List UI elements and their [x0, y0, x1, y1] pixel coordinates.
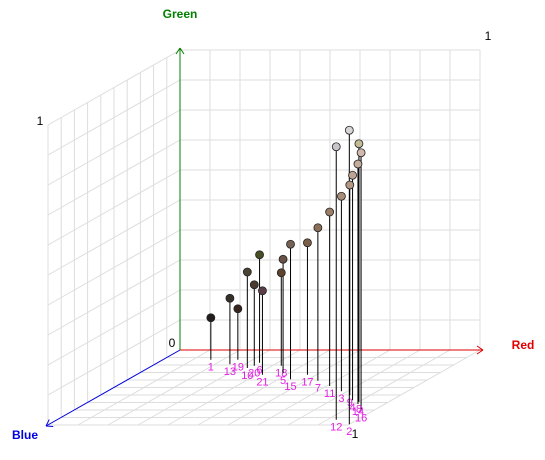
point — [354, 139, 364, 149]
x-axis-title: Red — [512, 338, 535, 352]
y-tick-label: 1 — [37, 114, 44, 128]
grid-line — [257, 349, 391, 426]
point-label: 17 — [301, 377, 313, 389]
y-axis-head — [175, 47, 181, 55]
point — [258, 286, 267, 296]
point — [313, 223, 323, 233]
point-label: 20 — [248, 368, 260, 380]
point — [206, 313, 216, 323]
point — [303, 238, 312, 248]
z-axis-head — [45, 425, 54, 428]
grid-line — [347, 349, 481, 426]
point-label: 2 — [346, 426, 352, 438]
point — [348, 170, 357, 180]
grid — [47, 49, 481, 426]
point — [331, 142, 341, 152]
point — [242, 267, 252, 277]
point-label: 3 — [338, 393, 344, 405]
point — [278, 254, 288, 264]
grid-line — [47, 139, 181, 216]
z-tick-label: 1 — [485, 29, 492, 43]
point — [345, 180, 355, 190]
grid-line — [227, 349, 361, 426]
point-label: 11 — [324, 388, 335, 400]
point-label: 16 — [355, 413, 367, 425]
point — [249, 280, 259, 290]
y-axis-title: Green — [163, 7, 198, 21]
point-label: 13 — [224, 366, 236, 378]
z-axis — [45, 349, 181, 427]
point-label: 15 — [284, 381, 296, 393]
point-label: 12 — [330, 422, 342, 434]
point-label: 7 — [315, 383, 321, 395]
grid-line — [47, 169, 181, 246]
point — [353, 159, 363, 169]
z-axis-title: Blue — [12, 428, 38, 442]
x-tick-label: 1 — [352, 427, 359, 441]
x-axis-head — [476, 349, 484, 355]
grid-line — [47, 79, 181, 156]
point-label: 19 — [232, 362, 244, 374]
point — [286, 239, 295, 249]
point — [255, 250, 264, 260]
point — [225, 293, 235, 303]
point — [233, 304, 243, 314]
point-label: 5 — [280, 375, 286, 387]
grid-line — [317, 349, 451, 426]
marks: 113191020621185151771139414168122 — [206, 125, 367, 438]
y-axis-head — [179, 47, 185, 55]
point — [356, 148, 366, 158]
point — [325, 207, 335, 217]
point — [276, 268, 286, 278]
point — [344, 125, 354, 135]
grid-line — [287, 349, 421, 426]
point-label: 21 — [256, 377, 268, 389]
point-label: 1 — [208, 362, 214, 374]
grid-line — [47, 49, 181, 126]
point-label: 18 — [275, 368, 287, 380]
z-axis-head — [45, 419, 50, 427]
point — [336, 191, 346, 201]
point-label: 10 — [241, 370, 253, 382]
y-tick-label: 0 — [169, 336, 176, 350]
point-label: 4 — [349, 402, 355, 414]
point-label: 8 — [356, 404, 362, 416]
grid-line — [47, 109, 181, 186]
point-label: 6 — [256, 365, 262, 377]
x-axis-head — [476, 345, 484, 351]
